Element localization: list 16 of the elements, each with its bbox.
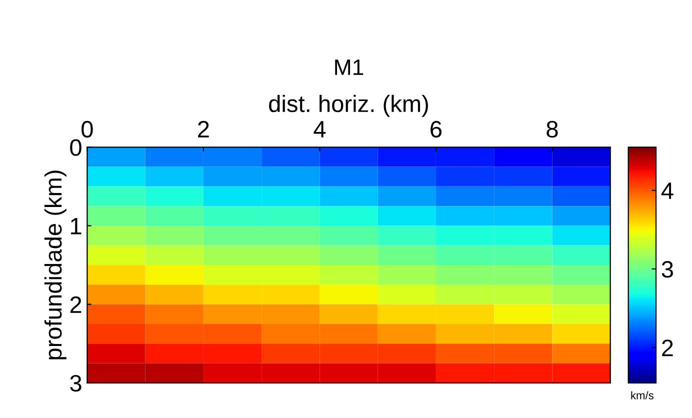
x-tick-label: 8 [546,120,558,138]
y-tick-label: 1 [71,218,82,234]
color-bar-label: 4 [661,182,674,199]
x-tick-label: 2 [198,120,209,138]
color-bar-label: 3 [662,261,673,278]
y-axis-title: profundidade (km) [44,170,66,360]
color-bar-title: km/s [631,391,654,400]
x-tick-label: 0 [82,120,93,138]
x-tick-label: 4 [314,121,326,138]
x-axis-title: dist. horiz. (km) [269,94,428,117]
chart-title: M1 [335,60,364,75]
color-bar-label: 2 [662,340,673,356]
y-tick-label: 0 [70,139,82,156]
x-tick-label: 6 [430,120,442,138]
y-tick-label: 2 [70,296,82,313]
y-tick-label: 3 [70,374,82,392]
